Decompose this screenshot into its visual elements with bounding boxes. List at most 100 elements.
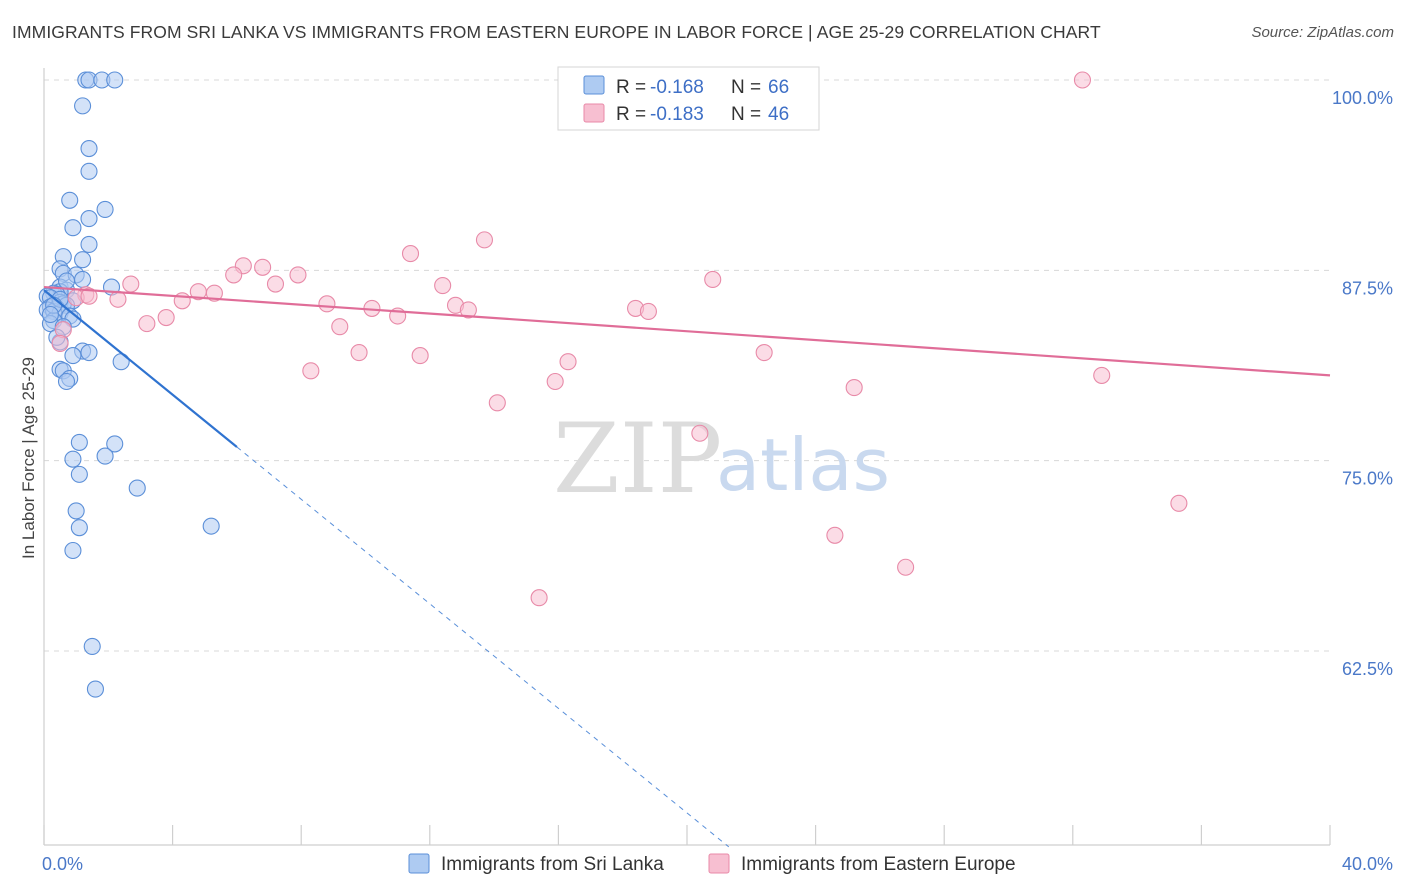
watermark-zip: ZIP bbox=[553, 403, 722, 515]
point-sri-lanka-41 bbox=[80, 344, 98, 362]
trend-line-eastern-europe bbox=[43, 285, 1331, 377]
point-sri-lanka-49 bbox=[106, 435, 124, 453]
point-eastern-europe-18 bbox=[109, 290, 127, 308]
point-sri-lanka-57 bbox=[64, 541, 82, 560]
point-eastern-europe-44 bbox=[897, 558, 915, 576]
bottom-legend-sri-lanka: Immigrants from Sri Lanka bbox=[441, 854, 664, 875]
point-eastern-europe-25 bbox=[639, 302, 657, 320]
point-sri-lanka-56 bbox=[202, 517, 220, 535]
point-sri-lanka-64 bbox=[57, 272, 76, 290]
point-sri-lanka-11 bbox=[80, 235, 98, 253]
point-eastern-europe-31 bbox=[51, 334, 69, 352]
legend-r-label-1: R = bbox=[616, 77, 646, 98]
chart-source: Source: ZipAtlas.com bbox=[1251, 24, 1394, 41]
point-eastern-europe-35 bbox=[755, 344, 773, 362]
legend-swatch-eastern-europe bbox=[583, 103, 605, 123]
x-tick-label-0: 0.0% bbox=[42, 854, 83, 874]
legend-swatch-sri-lanka bbox=[583, 75, 605, 95]
legend-n-label-2: N = bbox=[731, 104, 761, 125]
point-sri-lanka-50 bbox=[64, 450, 82, 468]
point-eastern-europe-42 bbox=[1170, 494, 1188, 512]
point-eastern-europe-23 bbox=[459, 301, 477, 319]
x-tick-labels: 0.0% 40.0% bbox=[42, 854, 1393, 874]
point-eastern-europe-37 bbox=[546, 372, 564, 391]
point-eastern-europe-34 bbox=[559, 353, 577, 371]
series-sri-lanka-points bbox=[38, 71, 220, 698]
point-eastern-europe-28 bbox=[138, 315, 156, 333]
x-tick-label-1: 40.0% bbox=[1342, 854, 1393, 874]
legend-r-label-2: R = bbox=[616, 104, 646, 125]
y-axis-label: In Labor Force | Age 25-29 bbox=[19, 357, 38, 559]
grid-lines bbox=[44, 79, 1330, 652]
point-eastern-europe-26 bbox=[157, 308, 175, 327]
point-sri-lanka-51 bbox=[96, 447, 114, 465]
point-sri-lanka-54 bbox=[67, 502, 85, 520]
point-sri-lanka-52 bbox=[70, 465, 88, 483]
watermark-atlas: atlas bbox=[716, 423, 890, 507]
point-eastern-europe-17 bbox=[80, 287, 98, 305]
point-sri-lanka-4 bbox=[74, 97, 92, 115]
point-eastern-europe-29 bbox=[331, 318, 349, 336]
point-sri-lanka-59 bbox=[86, 680, 104, 698]
stats-legend: R = -0.168 N = 66 R = -0.183 N = 46 bbox=[557, 66, 820, 131]
legend-n-value-2: 46 bbox=[768, 104, 789, 125]
point-eastern-europe-38 bbox=[1093, 366, 1111, 384]
point-sri-lanka-58 bbox=[83, 637, 101, 655]
point-eastern-europe-45 bbox=[530, 589, 548, 607]
point-sri-lanka-48 bbox=[70, 433, 88, 451]
point-sri-lanka-8 bbox=[96, 200, 114, 218]
y-tick-label-0: 62.5% bbox=[1342, 659, 1393, 679]
point-eastern-europe-1 bbox=[1073, 71, 1091, 89]
series-legend: Immigrants from Sri Lanka Immigrants fro… bbox=[408, 853, 1016, 875]
series-eastern-europe-points bbox=[51, 71, 1188, 607]
chart-title: IMMIGRANTS FROM SRI LANKA VS IMMIGRANTS … bbox=[12, 22, 1101, 42]
point-eastern-europe-14 bbox=[205, 284, 223, 302]
point-eastern-europe-8 bbox=[289, 266, 307, 284]
watermark: ZIP atlas bbox=[553, 403, 890, 515]
point-eastern-europe-6 bbox=[254, 258, 272, 276]
point-eastern-europe-32 bbox=[350, 344, 368, 362]
legend-n-value-1: 66 bbox=[768, 77, 789, 98]
point-eastern-europe-39 bbox=[845, 379, 863, 397]
legend-r-value-2: -0.183 bbox=[650, 104, 704, 125]
point-eastern-europe-40 bbox=[488, 394, 506, 412]
bottom-legend-swatch-sri-lanka bbox=[408, 853, 430, 874]
axes bbox=[43, 68, 1331, 846]
point-eastern-europe-43 bbox=[826, 526, 844, 544]
point-eastern-europe-4 bbox=[401, 245, 420, 263]
bottom-legend-eastern-europe: Immigrants from Eastern Europe bbox=[741, 854, 1016, 875]
point-sri-lanka-53 bbox=[128, 479, 146, 497]
trend-lines bbox=[43, 285, 1331, 848]
point-sri-lanka-5 bbox=[80, 139, 98, 158]
bottom-legend-swatch-eastern-europe bbox=[708, 853, 730, 874]
point-sri-lanka-63 bbox=[41, 305, 59, 324]
point-eastern-europe-11 bbox=[266, 275, 285, 293]
legend-r-value-1: -0.168 bbox=[650, 77, 704, 98]
trend-line-sri-lanka bbox=[43, 289, 238, 448]
y-tick-label-1: 75.0% bbox=[1342, 469, 1393, 489]
point-sri-lanka-17 bbox=[74, 270, 92, 289]
point-sri-lanka-3 bbox=[106, 71, 124, 89]
point-eastern-europe-7 bbox=[225, 266, 243, 284]
y-tick-labels: 62.5% 75.0% 87.5% 100.0% bbox=[1332, 88, 1393, 679]
point-eastern-europe-9 bbox=[704, 270, 722, 289]
point-sri-lanka-10 bbox=[64, 219, 82, 237]
point-eastern-europe-41 bbox=[691, 424, 709, 442]
y-tick-label-3: 100.0% bbox=[1332, 88, 1393, 108]
point-sri-lanka-9 bbox=[80, 210, 98, 228]
y-tick-label-2: 87.5% bbox=[1342, 278, 1393, 298]
point-sri-lanka-55 bbox=[70, 519, 88, 537]
point-sri-lanka-42 bbox=[64, 347, 82, 365]
point-eastern-europe-3 bbox=[475, 231, 494, 249]
point-sri-lanka-13 bbox=[74, 251, 92, 269]
point-eastern-europe-36 bbox=[302, 362, 320, 380]
point-eastern-europe-33 bbox=[411, 347, 429, 365]
point-sri-lanka-47 bbox=[57, 372, 76, 391]
point-sri-lanka-6 bbox=[80, 162, 98, 180]
point-eastern-europe-10 bbox=[122, 275, 140, 293]
point-eastern-europe-20 bbox=[318, 295, 336, 313]
point-eastern-europe-12 bbox=[434, 277, 452, 295]
legend-n-label-1: N = bbox=[731, 77, 761, 98]
point-sri-lanka-7 bbox=[61, 191, 79, 209]
